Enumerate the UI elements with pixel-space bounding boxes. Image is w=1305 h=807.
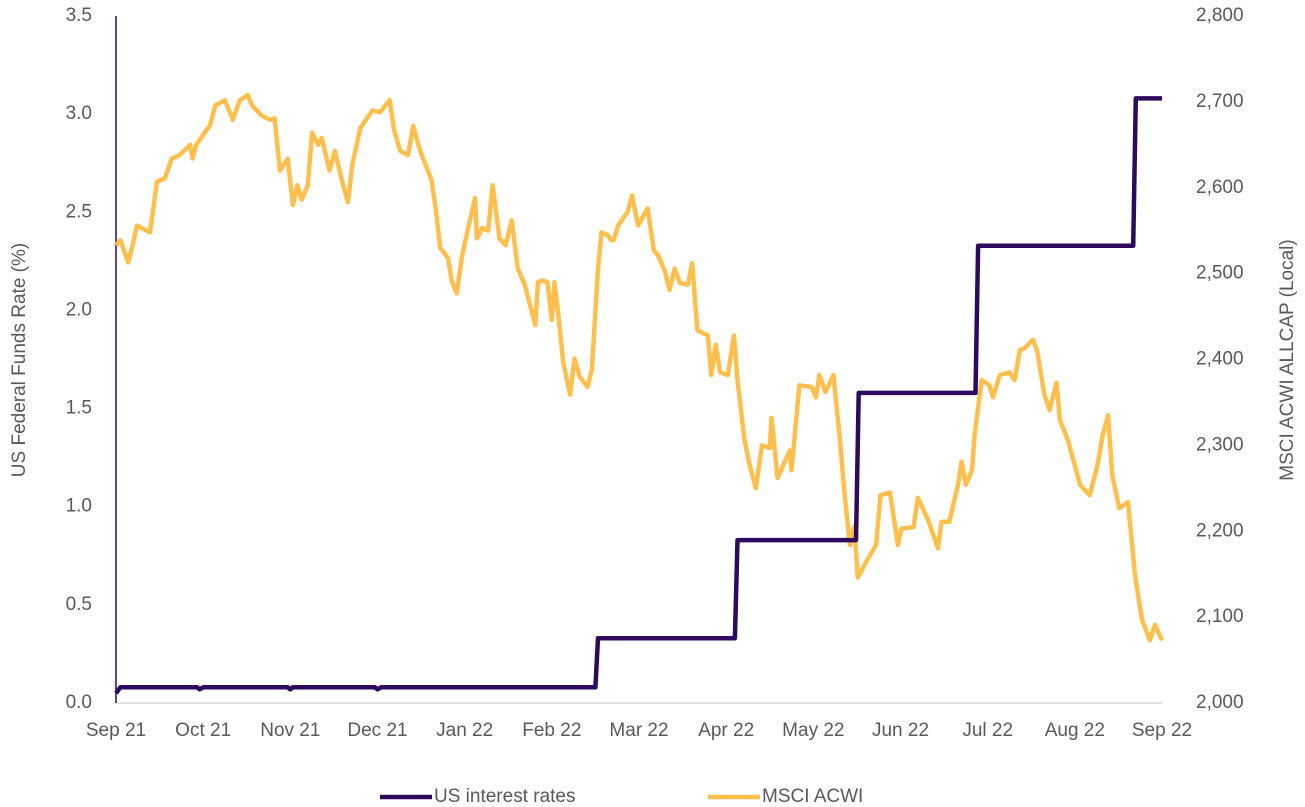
y-tick-label: 1.0 <box>66 496 92 517</box>
y-tick-label: 3.0 <box>66 103 92 124</box>
x-tick-label: May 22 <box>782 720 844 741</box>
y2-tick-label: 2,200 <box>1196 520 1244 541</box>
y2-tick-label: 2,000 <box>1196 692 1244 713</box>
y-tick-label: 0.5 <box>66 594 92 615</box>
x-tick-label: Dec 21 <box>347 720 407 741</box>
x-tick-label: Jul 22 <box>962 720 1013 741</box>
y-tick-label: 0.0 <box>66 692 92 713</box>
y2-tick-label: 2,600 <box>1196 177 1244 198</box>
series-line <box>114 92 1165 643</box>
x-tick-label: Aug 22 <box>1045 720 1105 741</box>
x-tick-label: Jan 22 <box>436 720 493 741</box>
y2-tick-label: 2,400 <box>1196 349 1244 370</box>
series-line <box>114 96 1162 695</box>
y2-tick-label: 2,500 <box>1196 263 1244 284</box>
y2-axis-title: MSCI ACWI ALLCAP (Local) <box>1277 239 1298 480</box>
y-tick-label: 1.5 <box>66 398 92 419</box>
x-tick-label: Sep 22 <box>1132 720 1192 741</box>
x-tick-label: Oct 21 <box>175 720 231 741</box>
y2-tick-label: 2,100 <box>1196 606 1244 627</box>
x-tick-label: Feb 22 <box>522 720 581 741</box>
x-tick-label: Mar 22 <box>609 720 668 741</box>
y2-tick-label: 2,300 <box>1196 434 1244 455</box>
y-axis-title: US Federal Funds Rate (%) <box>9 243 30 477</box>
y-tick-label: 3.5 <box>66 5 92 26</box>
y-tick-label: 2.0 <box>66 299 92 320</box>
y-tick-label: 2.5 <box>66 201 92 222</box>
y2-tick-label: 2,700 <box>1196 91 1244 112</box>
legend-label: MSCI ACWI <box>762 786 863 807</box>
legend-label: US interest rates <box>434 786 576 807</box>
y2-tick-label: 2,800 <box>1196 5 1244 26</box>
x-tick-label: Apr 22 <box>698 720 754 741</box>
x-tick-label: Sep 21 <box>86 720 146 741</box>
x-tick-label: Jun 22 <box>872 720 929 741</box>
x-tick-label: Nov 21 <box>260 720 320 741</box>
